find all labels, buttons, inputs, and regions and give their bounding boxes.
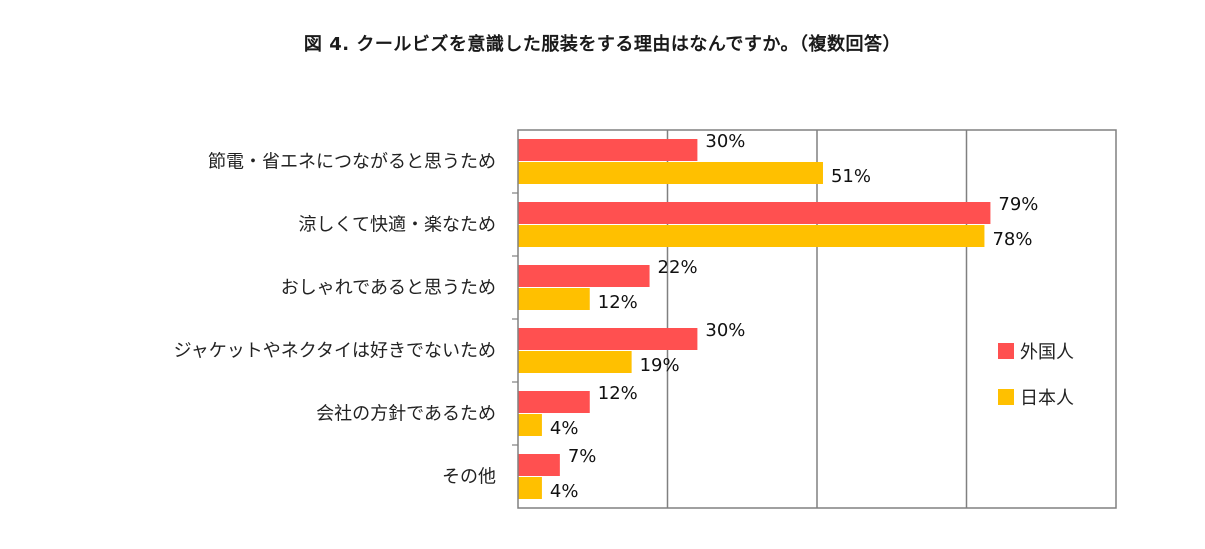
bar: [518, 414, 542, 436]
bar: [518, 265, 650, 287]
category-label: おしゃれであると思うため: [281, 278, 496, 299]
data-label: 4%: [550, 418, 579, 439]
bar: [518, 477, 542, 499]
category-label: ジャケットやネクタイは好きでないため: [174, 341, 496, 362]
plot-frame: [517, 129, 1117, 509]
legend-swatch: [998, 343, 1014, 359]
bar: [518, 454, 560, 476]
data-label: 19%: [640, 355, 680, 376]
bar: [518, 351, 632, 373]
bar: [518, 202, 991, 224]
data-label: 22%: [658, 257, 698, 278]
category-label: 涼しくて快適・楽なため: [299, 215, 496, 236]
category-label: 節電・省エネにつながると思うため: [208, 152, 496, 173]
data-labels: 30%51%79%78%22%12%30%19%12%4%7%4%: [550, 131, 1039, 502]
category-label: 会社の方針であるため: [316, 404, 496, 425]
category-labels: 節電・省エネにつながると思うため涼しくて快適・楽なためおしゃれであると思うためジ…: [174, 152, 496, 488]
data-label: 51%: [831, 166, 871, 187]
chart-title: 図 4. クールビズを意識した服装をする理由はなんですか。（複数回答）: [303, 34, 902, 55]
bars: [518, 139, 991, 499]
bar: [518, 225, 985, 247]
grid-lines: [512, 130, 968, 508]
data-label: 12%: [598, 383, 638, 404]
bar: [518, 328, 698, 350]
bar: [518, 139, 698, 161]
legend-swatch: [998, 389, 1014, 405]
bar: [518, 391, 590, 413]
bar: [518, 162, 823, 184]
category-label: その他: [442, 467, 496, 488]
legend-label: 日本人: [1020, 388, 1074, 409]
data-label: 30%: [705, 131, 745, 152]
data-label: 79%: [998, 194, 1038, 215]
data-label: 78%: [992, 229, 1032, 250]
data-label: 7%: [568, 446, 597, 467]
bar: [518, 288, 590, 310]
data-label: 4%: [550, 481, 579, 502]
data-label: 30%: [705, 320, 745, 341]
data-label: 12%: [598, 292, 638, 313]
legend-label: 外国人: [1020, 342, 1074, 363]
